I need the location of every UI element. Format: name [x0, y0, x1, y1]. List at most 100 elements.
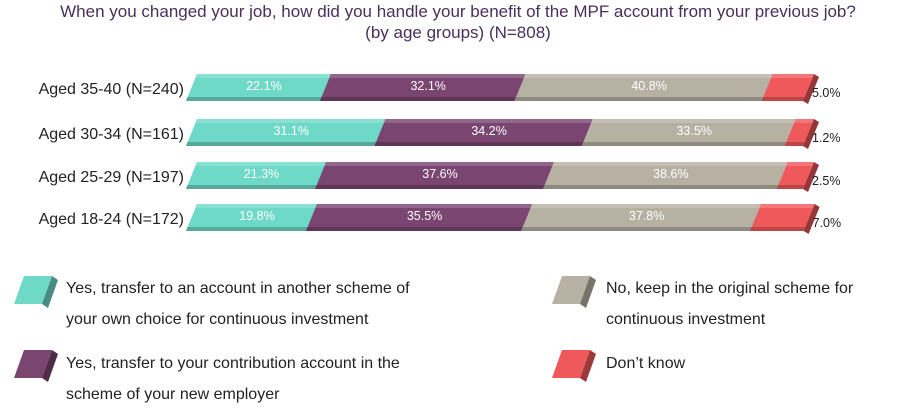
bar-face: [186, 119, 397, 146]
bar-face: [521, 204, 773, 231]
data-label: 7.0%: [813, 216, 842, 230]
bar-end: [803, 74, 819, 104]
data-label: 33.5%: [676, 124, 711, 138]
bar-face: [305, 204, 544, 231]
bar-top: [794, 119, 814, 123]
bar-face: [750, 204, 815, 231]
bar-bottom: [319, 97, 527, 101]
bar-top: [324, 162, 565, 166]
data-label: 22.1%: [246, 79, 281, 93]
legend-label: scheme of your new employer: [66, 386, 280, 403]
bar-segment: [186, 119, 397, 146]
bar-top: [315, 204, 544, 208]
bar-face: [186, 162, 338, 189]
data-label: 32.1%: [410, 79, 445, 93]
bar-top: [195, 204, 328, 208]
legend-swatch: [552, 350, 590, 378]
legend-label: Don’t know: [606, 355, 686, 372]
bar-segment: [761, 74, 819, 104]
bar-segment: [514, 74, 784, 101]
bar-bottom: [186, 97, 333, 101]
bar-top: [383, 119, 604, 123]
bar-top: [195, 162, 338, 166]
bar-segment: [186, 162, 338, 189]
data-label: 21.3%: [244, 167, 279, 181]
legend-swatch-side: [42, 276, 58, 308]
bar-segment: [319, 74, 537, 101]
bar-face: [581, 119, 807, 146]
bar-bottom: [542, 185, 790, 189]
legend-item: Yes, transfer to your contribution accou…: [14, 350, 400, 403]
category-label: Aged 25-29 (N=197): [39, 169, 184, 186]
bar-bottom: [581, 142, 798, 146]
data-label: 37.6%: [422, 167, 457, 181]
bar-bottom: [750, 227, 806, 231]
category-label: Aged 35-40 (N=240): [39, 81, 184, 98]
legend-label: Yes, transfer to an account in another s…: [66, 280, 410, 297]
legend-item: Yes, transfer to an account in another s…: [14, 276, 410, 328]
bar-segment: [186, 74, 342, 101]
chart-title-line: (by age groups) (N=808): [365, 23, 551, 42]
bar-top: [195, 119, 397, 123]
bar-bottom: [784, 142, 805, 146]
data-label: 38.6%: [653, 167, 688, 181]
data-label: 31.1%: [274, 124, 309, 138]
bar-segment: [305, 204, 544, 231]
bar-face: [776, 162, 814, 189]
bar-segment: [521, 204, 773, 231]
bar-face: [186, 204, 328, 231]
legend-label: continuous investment: [606, 311, 766, 328]
bar-segment: [374, 119, 604, 146]
data-label: 1.2%: [812, 131, 841, 145]
bar-end: [803, 119, 819, 149]
bar-top: [523, 74, 784, 78]
data-label: 5.0%: [812, 86, 841, 100]
bar-face: [374, 119, 604, 146]
bar-top: [591, 119, 807, 123]
legend-swatch-side: [42, 350, 58, 382]
chart-bars: Aged 35-40 (N=240) 22.1% 32.1% 40.8% 5.0% Age…: [39, 74, 842, 234]
data-label: 2.5%: [812, 174, 841, 188]
bar-face: [315, 162, 565, 189]
bar-bottom: [761, 97, 805, 101]
bar-top: [552, 162, 799, 166]
bar-face: [514, 74, 784, 101]
bar-end: [803, 204, 820, 234]
legend-label: Yes, transfer to your contribution accou…: [66, 355, 400, 372]
chart-title: When you changed your job, how did you h…: [60, 2, 856, 42]
legend-swatch: [552, 276, 590, 304]
bar-bottom: [514, 97, 775, 101]
bar-bottom: [374, 142, 595, 146]
bar-end: [803, 162, 819, 192]
legend-label: your own choice for continuous investmen…: [66, 311, 369, 328]
bar-segment: [784, 119, 819, 149]
bar-segment: [315, 162, 565, 189]
bar-bottom: [186, 142, 387, 146]
category-label: Aged 18-24 (N=172): [39, 211, 184, 228]
data-label: 35.5%: [407, 209, 442, 223]
legend-swatch: [14, 350, 52, 378]
bar-top: [329, 74, 537, 78]
legend-swatch-side: [580, 276, 596, 308]
bar-segment: [186, 204, 328, 231]
data-label: 19.8%: [239, 209, 274, 223]
legend-item: No, keep in the original scheme for conti…: [552, 276, 854, 328]
legend-item: Don’t know: [552, 350, 686, 382]
bar-segment: [542, 162, 799, 189]
bar-bottom: [776, 185, 805, 189]
bar-top: [195, 74, 342, 78]
legend-swatch: [14, 276, 52, 304]
bar-face: [542, 162, 799, 189]
data-label: 37.8%: [629, 209, 664, 223]
chart-legend: Yes, transfer to an account in another s…: [14, 276, 854, 403]
bar-bottom: [315, 185, 556, 189]
bar-top: [759, 204, 815, 208]
bar-bottom: [186, 227, 319, 231]
bar-top: [786, 162, 814, 166]
data-label: 34.2%: [471, 124, 506, 138]
bar-face: [761, 74, 814, 101]
bar-top: [530, 204, 773, 208]
bar-segment: [750, 204, 820, 234]
legend-swatch-side: [580, 350, 596, 382]
